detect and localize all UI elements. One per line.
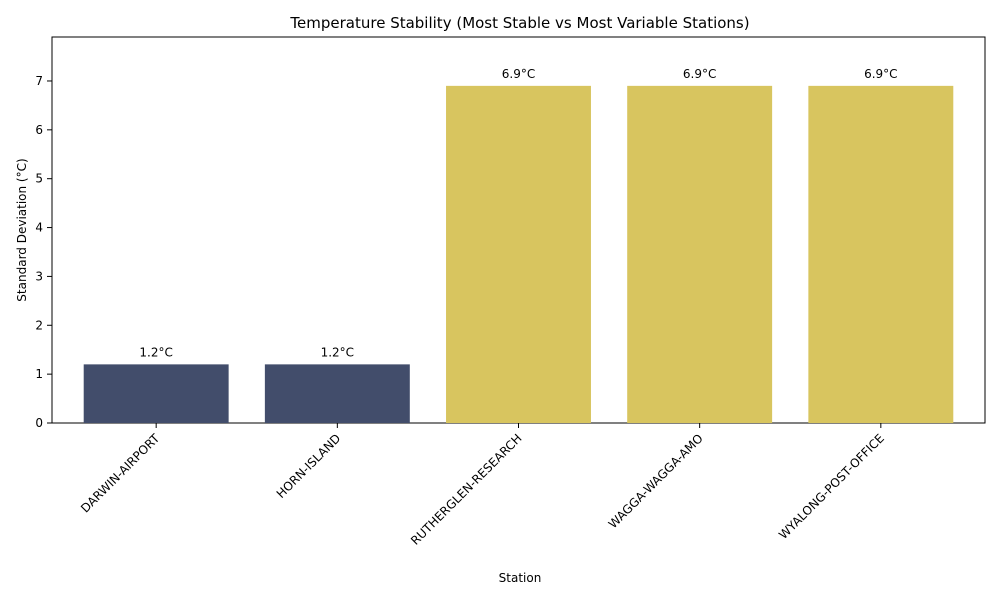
y-tick-label: 5 xyxy=(35,172,43,186)
bar-data-label: 6.9°C xyxy=(864,67,897,81)
bar-data-label: 1.2°C xyxy=(139,345,172,359)
y-tick-label: 2 xyxy=(35,318,43,332)
bar-data-label: 6.9°C xyxy=(683,67,716,81)
bar-data-label: 1.2°C xyxy=(321,345,354,359)
y-tick-label: 6 xyxy=(35,123,43,137)
x-tick-label: HORN-ISLAND xyxy=(274,431,344,501)
bar xyxy=(627,85,773,424)
chart-title: Temperature Stability (Most Stable vs Mo… xyxy=(289,14,749,32)
y-tick-label: 4 xyxy=(35,221,43,235)
x-axis-label: Station xyxy=(499,571,542,585)
y-axis: 0 1 2 3 4 5 6 7 xyxy=(35,74,52,430)
bar xyxy=(446,85,591,424)
x-axis: DARWIN-AIRPORT HORN-ISLAND RUTHERGLEN-RESE… xyxy=(78,423,887,548)
y-tick-label: 3 xyxy=(35,269,43,283)
x-tick-label: WAGGA-WAGGA-AMO xyxy=(606,431,706,531)
bar xyxy=(264,364,410,423)
bar-data-labels: 1.2°C 1.2°C 6.9°C 6.9°C 6.9°C xyxy=(139,67,897,360)
x-tick-label: RUTHERGLEN-RESEARCH xyxy=(408,431,524,547)
bars xyxy=(83,85,954,424)
y-axis-label: Standard Deviation (°C) xyxy=(15,158,29,301)
bar xyxy=(808,85,954,424)
y-tick-label: 7 xyxy=(35,74,43,88)
bar-data-label: 6.9°C xyxy=(502,67,535,81)
bar xyxy=(83,364,229,423)
y-tick-label: 1 xyxy=(35,367,43,381)
y-tick-label: 0 xyxy=(35,416,43,430)
x-tick-label: WYALONG-POST-OFFICE xyxy=(776,431,887,542)
x-tick-label: DARWIN-AIRPORT xyxy=(78,431,163,516)
